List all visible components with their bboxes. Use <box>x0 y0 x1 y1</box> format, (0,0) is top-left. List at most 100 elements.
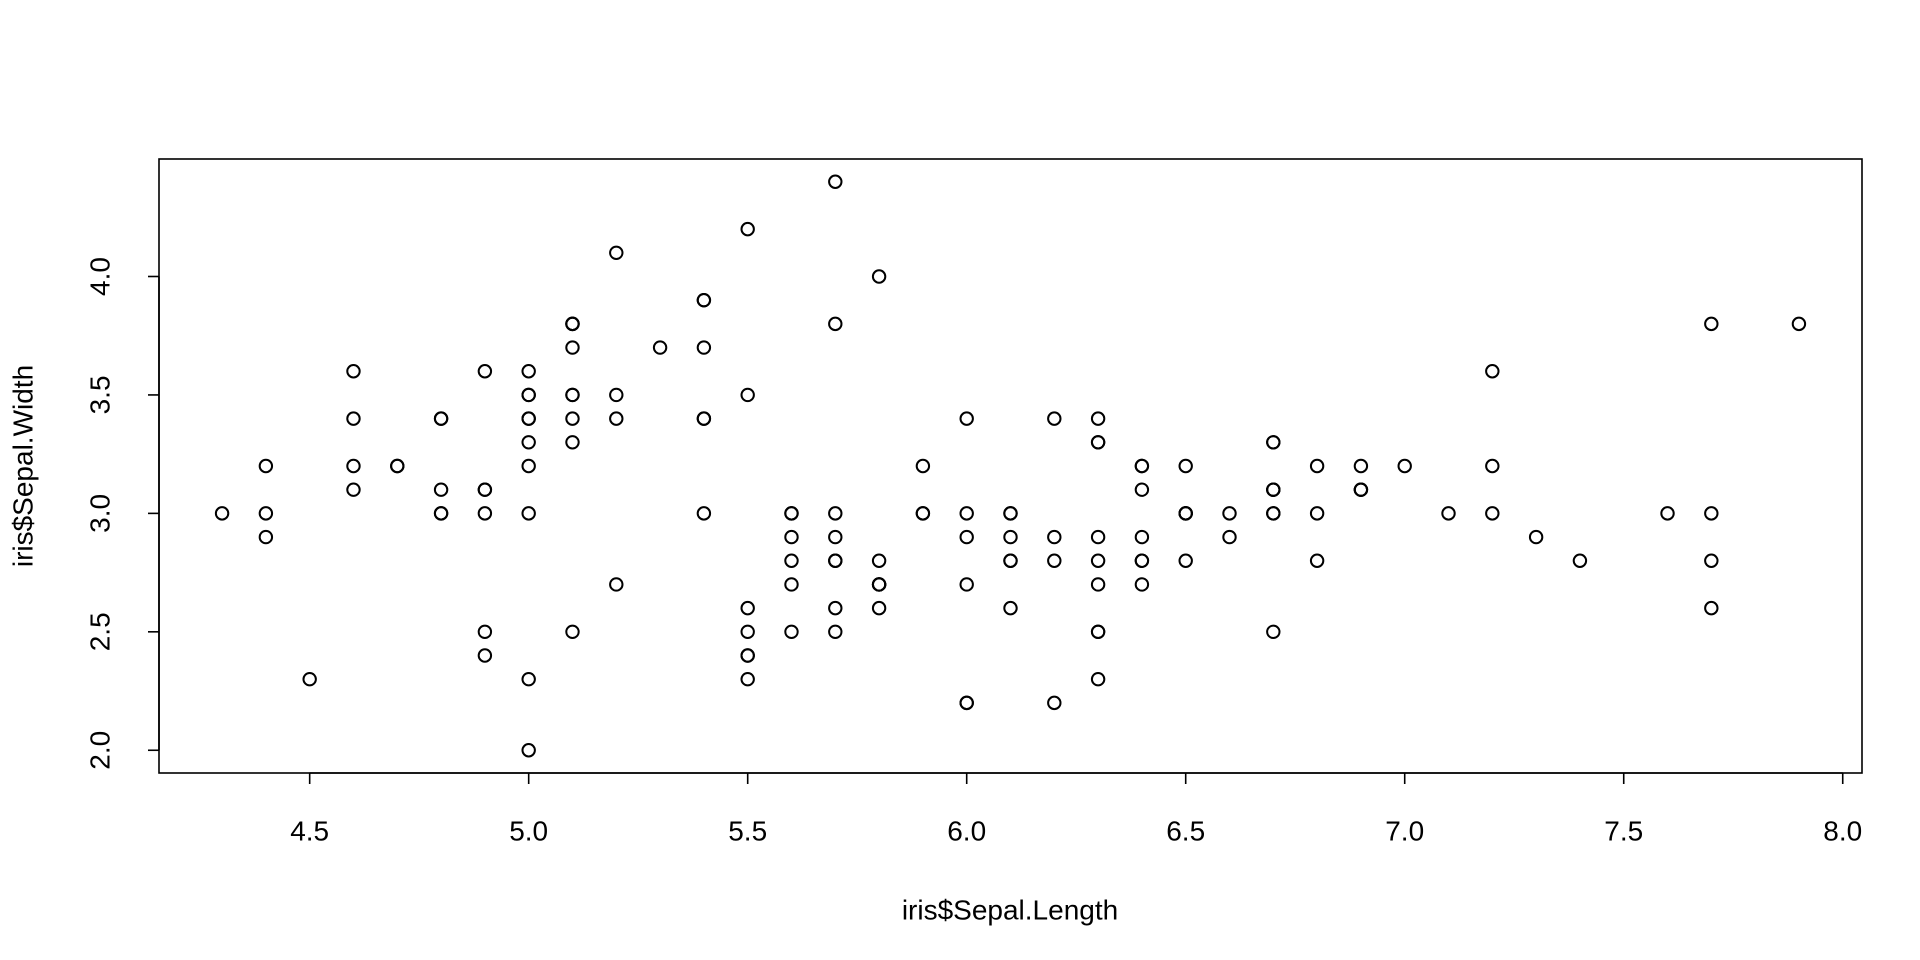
data-point <box>1047 695 1062 711</box>
data-point <box>1134 482 1150 497</box>
data-point <box>609 387 624 403</box>
data-point <box>784 506 799 521</box>
data-point <box>740 671 755 687</box>
data-point <box>1090 553 1106 568</box>
x-tick-label: 6.5 <box>1166 815 1205 846</box>
data-point <box>784 529 799 545</box>
data-point <box>828 600 843 616</box>
data-point <box>433 482 449 497</box>
data-point <box>521 435 536 450</box>
data-point <box>740 600 755 616</box>
data-point <box>258 529 274 545</box>
data-point <box>565 411 580 426</box>
y-tick-label: 3.5 <box>84 375 115 414</box>
data-point <box>1704 600 1719 616</box>
data-point <box>521 364 536 379</box>
data-point <box>565 387 580 403</box>
data-point <box>1003 529 1018 545</box>
data-point <box>477 506 493 521</box>
data-point <box>609 411 624 426</box>
data-point <box>696 506 712 521</box>
data-point <box>652 340 668 355</box>
x-tick-label: 7.0 <box>1385 815 1424 846</box>
data-point <box>1266 482 1281 497</box>
data-point <box>1266 506 1281 521</box>
data-point <box>1485 364 1500 379</box>
data-point <box>1266 624 1281 640</box>
data-point <box>1047 553 1062 568</box>
data-point <box>1090 624 1106 640</box>
data-point <box>959 695 974 711</box>
data-point <box>1047 411 1062 426</box>
data-point <box>696 292 712 308</box>
data-point <box>1134 577 1150 592</box>
data-point <box>214 506 230 521</box>
data-point <box>740 387 755 403</box>
data-point <box>1309 458 1325 474</box>
x-tick-label: 6.0 <box>947 815 986 846</box>
y-axis-label: iris$Sepal.Width <box>7 365 38 567</box>
x-tick-label: 5.0 <box>509 815 548 846</box>
data-point <box>521 743 536 758</box>
data-point <box>784 577 799 592</box>
data-point <box>565 624 580 640</box>
data-point <box>1353 482 1369 497</box>
data-point <box>828 553 843 568</box>
data-point <box>346 482 361 497</box>
data-point <box>696 340 712 355</box>
data-point <box>959 577 974 592</box>
data-point <box>609 577 624 592</box>
data-point <box>1003 600 1018 616</box>
data-point <box>1047 529 1062 545</box>
data-point <box>696 411 712 426</box>
data-point <box>521 458 536 474</box>
data-point <box>477 364 493 379</box>
data-point <box>1090 411 1106 426</box>
data-point <box>1003 506 1018 521</box>
data-point <box>828 506 843 521</box>
data-point <box>1178 458 1193 474</box>
data-point <box>346 364 361 379</box>
data-point <box>959 506 974 521</box>
data-point <box>959 411 974 426</box>
data-point <box>1090 529 1106 545</box>
data-point <box>740 624 755 640</box>
y-tick-label: 4.0 <box>84 257 115 296</box>
data-point <box>565 316 580 332</box>
data-point <box>258 506 274 521</box>
data-point <box>828 624 843 640</box>
data-point <box>1353 458 1369 474</box>
data-point <box>1222 529 1237 545</box>
y-tick-label: 2.0 <box>84 731 115 770</box>
data-point <box>477 624 493 640</box>
data-point <box>828 529 843 545</box>
data-point <box>1178 553 1193 568</box>
data-point <box>1485 506 1500 521</box>
data-point <box>1003 553 1018 568</box>
data-point <box>1309 553 1325 568</box>
data-point <box>915 506 931 521</box>
data-point <box>302 671 317 687</box>
data-point <box>1222 506 1237 521</box>
data-point <box>565 435 580 450</box>
data-point <box>1134 458 1150 474</box>
data-point <box>871 600 887 616</box>
data-point <box>1090 671 1106 687</box>
data-point <box>1441 506 1456 521</box>
data-point <box>959 529 974 545</box>
data-point <box>258 458 274 474</box>
data-point <box>740 221 755 237</box>
data-point <box>565 340 580 355</box>
x-axis-label: iris$Sepal.Length <box>902 894 1118 925</box>
data-point <box>521 506 536 521</box>
data-point <box>1791 316 1807 332</box>
y-tick-label: 2.5 <box>84 612 115 651</box>
data-point <box>784 553 799 568</box>
data-point <box>1266 435 1281 450</box>
data-point <box>1178 506 1193 521</box>
data-point <box>346 458 361 474</box>
x-tick-label: 5.5 <box>728 815 767 846</box>
data-point <box>871 577 887 592</box>
